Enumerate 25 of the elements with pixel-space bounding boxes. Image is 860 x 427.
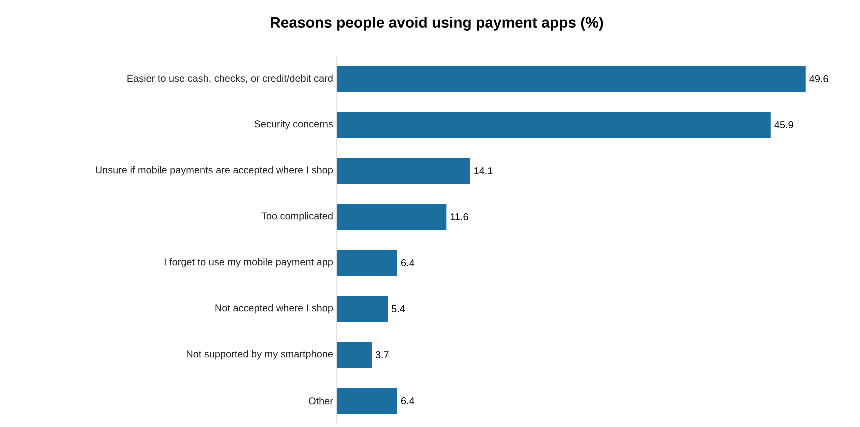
data-label: 11.6 [450,213,468,221]
data-label: 45.9 [774,121,794,129]
y-tick-label: Not supported by my smartphone [186,350,334,360]
data-label: 3.7 [376,351,389,359]
bar [337,342,372,368]
bar [337,250,398,276]
data-label: 49.6 [810,75,828,83]
data-label: 5.4 [392,306,406,312]
bar [337,66,806,92]
y-tick-label: Unsure if mobile payments are accepted where I shop [96,166,334,176]
y-tick-label: Security concerns [254,120,334,130]
data-label: 6.4 [402,259,415,267]
bar [337,204,447,230]
y-tick-label: Not accepted where I shop [216,304,334,314]
y-tick-label: Other [309,397,334,405]
y-tick-label: Easier to use cash, checks, or credit/debit card [128,74,333,84]
data-label: 6.4 [402,397,415,405]
bar [337,158,470,184]
y-tick-label: I forget to use my mobile payment app [164,258,334,268]
y-tick-label: Too complicated [262,212,333,222]
bar [337,112,771,138]
bar [337,388,398,414]
data-label: 14.1 [474,168,493,174]
chart-title: Reasons people avoid using payment apps (%) [271,17,604,31]
bar [337,296,388,322]
